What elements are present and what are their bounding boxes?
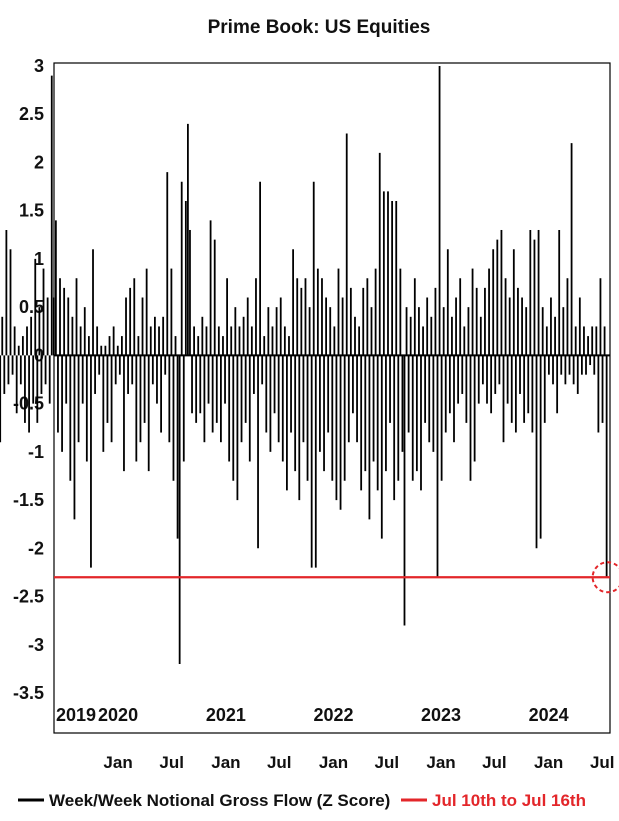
plot-area [53,62,611,734]
year-labels: 2019 2020 2021 2022 2023 2024 [56,705,569,725]
legend: Week/Week Notional Gross Flow (Z Score) … [18,791,586,810]
y-tick-label: -3.5 [13,683,44,703]
year-label: 2022 [313,705,353,725]
month-label: Jul [267,753,292,772]
y-tick-label: -1.5 [13,490,44,510]
flow-bars [0,66,608,665]
latest-reading-highlight-circle [591,561,619,594]
y-tick-label: 1.5 [19,201,44,221]
year-label: 2019 [56,705,96,725]
month-label: Jan [103,753,132,772]
y-tick-label: -2 [28,538,44,558]
y-tick-label: -3 [28,635,44,655]
y-tick-label: -1 [28,442,44,462]
month-label: Jul [159,753,184,772]
month-label: Jan [211,753,240,772]
month-label: Jul [375,753,400,772]
year-label: 2021 [206,705,246,725]
year-label: 2020 [98,705,138,725]
month-label: Jul [482,753,507,772]
year-label: 2023 [421,705,461,725]
month-label: Jan [426,753,455,772]
y-axis-ticks: 32.521.510.50-0.5-1-1.5-2-2.5-3-3.5 [13,56,44,703]
y-tick-label: 2.5 [19,104,44,124]
chart-title: Prime Book: US Equities [208,17,431,38]
y-tick-label: 2 [34,152,44,172]
legend-label-gross-flow: Week/Week Notional Gross Flow (Z Score) [49,791,390,810]
year-label: 2024 [529,705,569,725]
legend-label-jul-10-16: Jul 10th to Jul 16th [432,791,586,810]
month-label: Jul [590,753,615,772]
y-tick-label: 3 [34,56,44,76]
month-labels: Jan Jul Jan Jul Jan Jul Jan Jul Jan Jul [103,753,614,772]
y-tick-label: 0 [34,345,44,365]
y-tick-label: 0.5 [19,297,44,317]
y-tick-label: -2.5 [13,587,44,607]
month-label: Jan [534,753,563,772]
y-tick-label: 1 [34,249,44,269]
month-label: Jan [319,753,348,772]
